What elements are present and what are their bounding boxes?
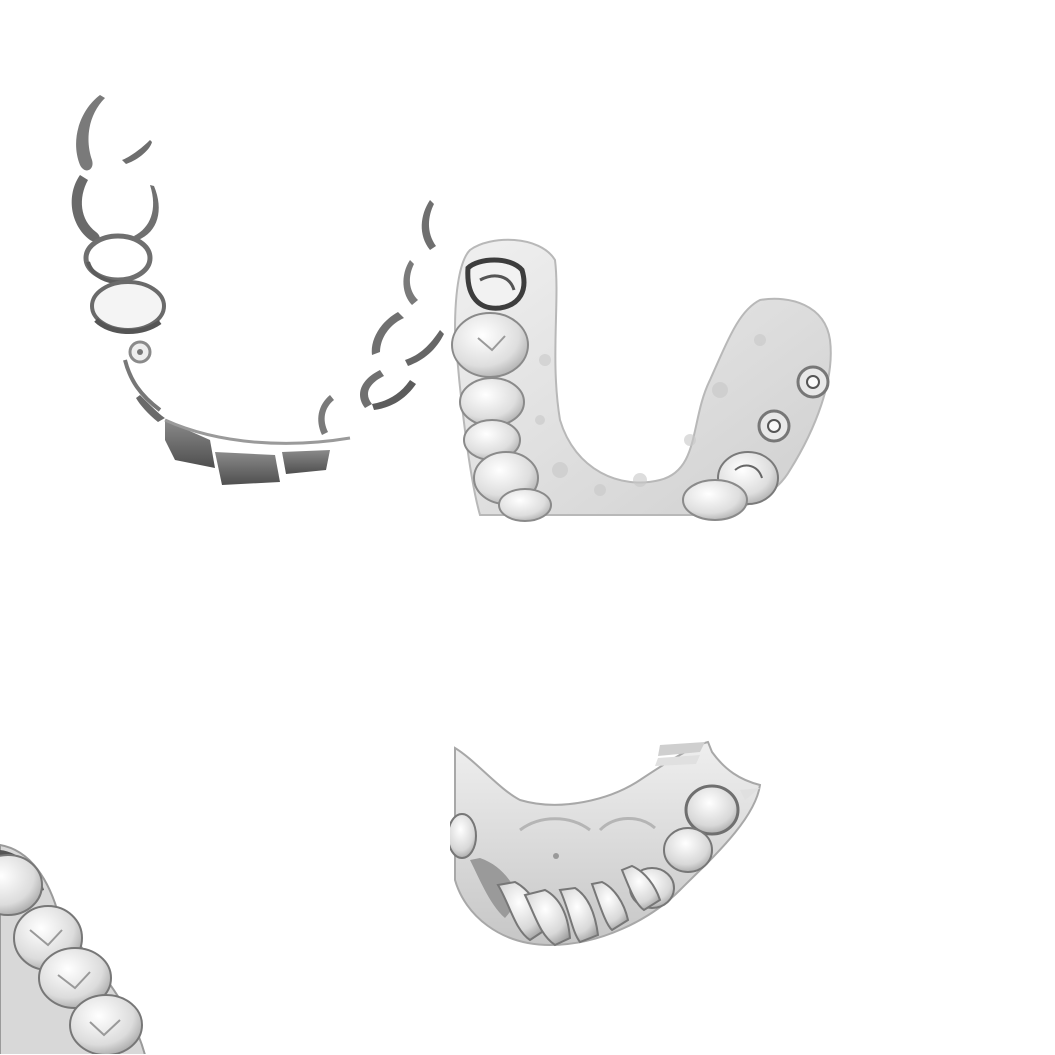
scan-view-bottom-right (450, 527, 1055, 1054)
implant-abutment-1 (796, 365, 830, 399)
implant-arch-scan-image (451, 238, 832, 522)
scan-view-top-left (0, 0, 527, 527)
scan-view-top-right (450, 0, 1055, 527)
posterior-teeth-closeup-image (0, 843, 146, 1054)
implant-abutment-2 (757, 409, 791, 443)
partial-arch-scan-image (71, 95, 444, 485)
palatal-arch-scan-image (450, 740, 762, 947)
scan-view-bottom-left (0, 527, 527, 1054)
